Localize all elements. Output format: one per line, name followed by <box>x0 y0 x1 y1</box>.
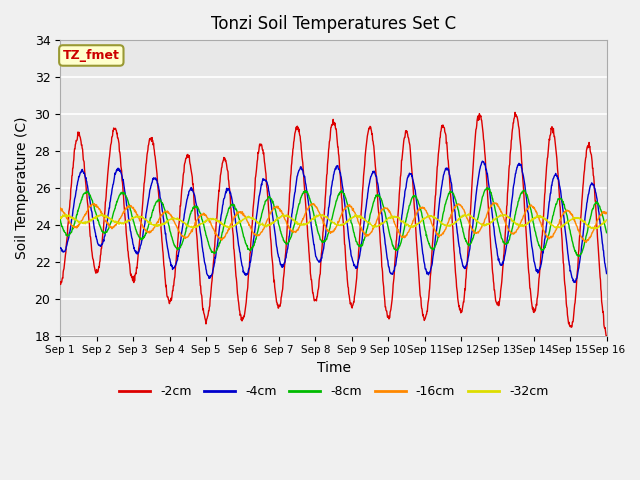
Y-axis label: Soil Temperature (C): Soil Temperature (C) <box>15 117 29 259</box>
X-axis label: Time: Time <box>317 361 351 375</box>
Legend: -2cm, -4cm, -8cm, -16cm, -32cm: -2cm, -4cm, -8cm, -16cm, -32cm <box>114 380 554 403</box>
Title: Tonzi Soil Temperatures Set C: Tonzi Soil Temperatures Set C <box>211 15 456 33</box>
Text: TZ_fmet: TZ_fmet <box>63 49 120 62</box>
